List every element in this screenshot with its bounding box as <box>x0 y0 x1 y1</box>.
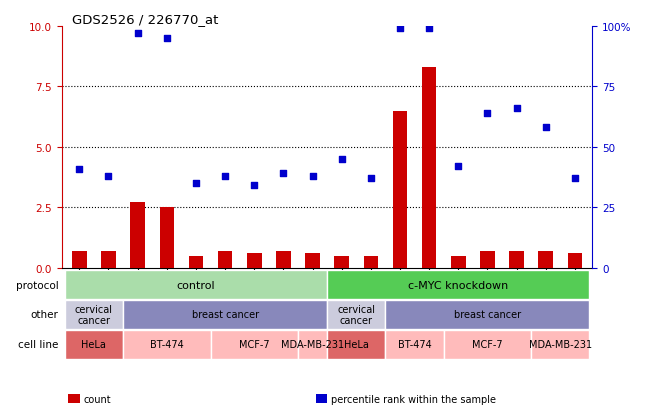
Bar <box>327 330 385 359</box>
Bar <box>123 330 210 359</box>
Point <box>249 183 260 189</box>
Bar <box>480 251 495 268</box>
Bar <box>64 271 327 299</box>
Text: BT-474: BT-474 <box>150 339 184 349</box>
Bar <box>64 300 123 329</box>
Bar <box>509 251 524 268</box>
Text: MDA-MB-231: MDA-MB-231 <box>281 339 344 349</box>
Bar <box>72 251 87 268</box>
Text: breast cancer: breast cancer <box>191 310 258 320</box>
Point <box>453 164 464 170</box>
Bar <box>451 256 465 268</box>
Point <box>161 36 172 42</box>
Point <box>104 173 114 180</box>
Point <box>395 26 405 33</box>
Bar <box>393 111 408 268</box>
Text: BT-474: BT-474 <box>398 339 432 349</box>
Bar <box>568 254 582 268</box>
Bar <box>327 300 385 329</box>
Bar <box>538 251 553 268</box>
Bar <box>531 330 590 359</box>
Bar <box>123 300 327 329</box>
Bar <box>422 68 436 268</box>
Bar <box>189 256 203 268</box>
Bar <box>101 251 116 268</box>
Text: cervical
cancer: cervical cancer <box>75 304 113 325</box>
Text: cervical
cancer: cervical cancer <box>337 304 375 325</box>
Bar <box>218 251 232 268</box>
Point <box>132 31 143 38</box>
Point <box>278 171 288 177</box>
Bar <box>385 300 590 329</box>
Bar <box>335 256 349 268</box>
Bar <box>385 330 444 359</box>
Text: MCF-7: MCF-7 <box>239 339 270 349</box>
Bar <box>64 330 123 359</box>
Text: breast cancer: breast cancer <box>454 310 521 320</box>
Text: GDS2526 / 226770_at: GDS2526 / 226770_at <box>72 13 219 26</box>
Bar <box>276 251 291 268</box>
Text: HeLa: HeLa <box>344 339 368 349</box>
Text: protocol: protocol <box>16 280 59 290</box>
Point <box>307 173 318 180</box>
Point <box>74 166 85 173</box>
Bar <box>210 330 298 359</box>
Bar <box>363 256 378 268</box>
Text: MCF-7: MCF-7 <box>472 339 503 349</box>
Point <box>570 176 580 182</box>
Text: count: count <box>84 394 111 404</box>
Bar <box>130 203 145 268</box>
Point <box>220 173 230 180</box>
Point <box>337 156 347 163</box>
Point <box>482 110 493 117</box>
Point <box>366 176 376 182</box>
Text: HeLa: HeLa <box>81 339 106 349</box>
Point <box>424 26 434 33</box>
Point <box>540 125 551 131</box>
Bar <box>159 208 174 268</box>
Point <box>191 180 201 187</box>
Bar <box>298 330 327 359</box>
Text: percentile rank within the sample: percentile rank within the sample <box>331 394 496 404</box>
Text: c-MYC knockdown: c-MYC knockdown <box>408 280 508 290</box>
Bar <box>444 330 531 359</box>
Text: other: other <box>31 310 59 320</box>
Bar <box>305 254 320 268</box>
Text: control: control <box>176 280 215 290</box>
Bar <box>327 271 590 299</box>
Bar <box>247 254 262 268</box>
Text: cell line: cell line <box>18 339 59 349</box>
Point <box>512 106 522 112</box>
Text: MDA-MB-231: MDA-MB-231 <box>529 339 592 349</box>
